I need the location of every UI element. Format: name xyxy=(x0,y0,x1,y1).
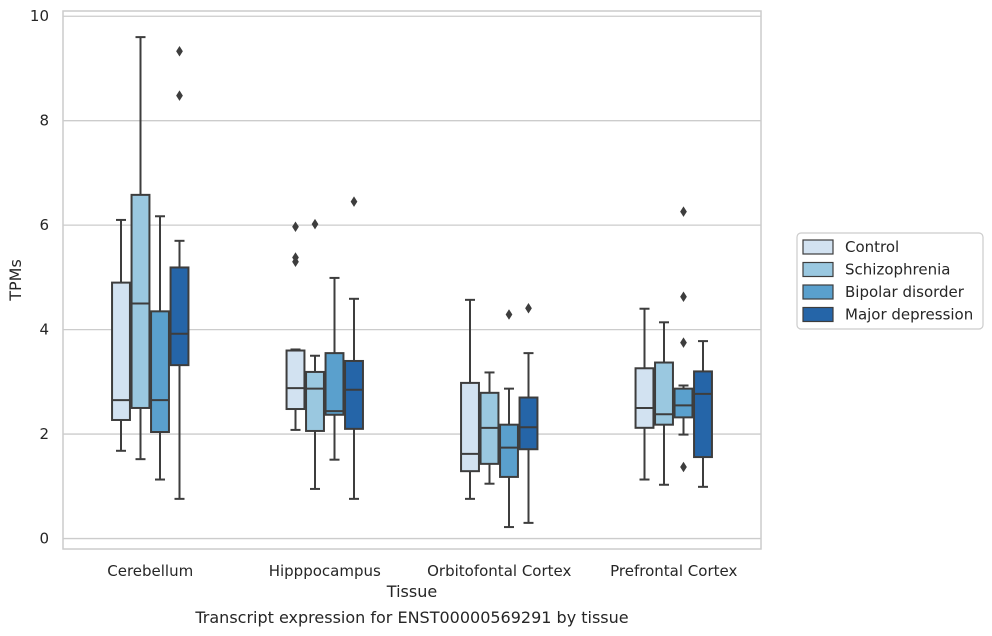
legend-label: Major depression xyxy=(845,306,973,324)
box xyxy=(654,321,674,486)
box-body xyxy=(285,349,306,411)
box-body xyxy=(654,361,674,426)
outlier-point xyxy=(292,252,299,263)
box xyxy=(693,340,713,488)
box-body xyxy=(111,281,131,421)
y-axis-label: TPMs xyxy=(6,259,25,302)
x-tick-label: Prefrontal Cortex xyxy=(610,562,737,580)
x-tick-label: Orbitofontal Cortex xyxy=(427,562,571,580)
legend-swatch xyxy=(802,306,834,323)
box xyxy=(479,371,500,485)
legend-swatch xyxy=(802,284,834,300)
box-body xyxy=(344,359,364,430)
legend-label: Bipolar disorder xyxy=(845,283,965,301)
plot-frame xyxy=(62,10,762,550)
box xyxy=(285,221,306,431)
y-axis-ticks: 0 2 4 6 8 10 xyxy=(30,7,49,547)
outlier-point xyxy=(680,291,687,302)
grid-lines xyxy=(63,15,761,540)
box-body xyxy=(518,396,539,451)
outlier-point xyxy=(176,45,183,57)
legend-swatch xyxy=(802,261,834,278)
outlier-point xyxy=(176,90,183,101)
box xyxy=(111,218,131,452)
box-body xyxy=(460,381,480,473)
box-series xyxy=(111,36,713,529)
box-body xyxy=(169,266,190,367)
legend-frame xyxy=(796,232,984,330)
box xyxy=(169,45,190,500)
outlier-point xyxy=(680,461,687,473)
legend-label: Control xyxy=(845,238,899,256)
box xyxy=(130,36,151,461)
box-body xyxy=(150,310,170,433)
legend-label: Schizophrenia xyxy=(845,261,950,279)
outlier-point xyxy=(292,221,299,232)
box-body xyxy=(324,352,345,416)
box xyxy=(150,215,170,481)
series-control xyxy=(111,218,655,500)
box xyxy=(324,276,345,461)
y-tick-label: 8 xyxy=(39,112,49,130)
box xyxy=(499,309,519,529)
x-tick-label: Hipppocampus xyxy=(269,562,381,580)
x-axis-label: Tissue xyxy=(386,582,437,601)
legend-swatch xyxy=(802,239,834,255)
y-tick-label: 6 xyxy=(39,216,49,234)
box-body xyxy=(693,370,713,459)
box xyxy=(460,298,480,500)
x-tick-label: Cerebellum xyxy=(107,562,193,580)
series-bipolar-disorder xyxy=(150,206,694,529)
y-tick-label: 2 xyxy=(39,425,49,443)
series-schizophrenia xyxy=(130,36,674,490)
x-axis-ticks: Cerebellum Hipppocampus Orbitofontal Corte… xyxy=(107,562,737,580)
box-body xyxy=(634,367,655,429)
y-tick-label: 10 xyxy=(30,7,49,25)
box-body xyxy=(673,387,694,419)
series-major-depression xyxy=(169,45,713,524)
outlier-point xyxy=(525,302,532,314)
chart-caption: Transcript expression for ENST0000056929… xyxy=(194,608,628,627)
box xyxy=(305,218,325,490)
y-tick-label: 4 xyxy=(39,321,49,339)
outlier-point xyxy=(505,309,513,320)
outlier-point xyxy=(680,206,687,217)
outlier-point xyxy=(680,337,687,348)
box-body xyxy=(305,370,325,432)
outlier-point xyxy=(350,196,358,207)
box-body xyxy=(499,423,519,478)
legend: Control Schizophrenia Bipolar disorder Majo… xyxy=(796,232,984,330)
box-body xyxy=(130,193,151,409)
y-tick-label: 0 xyxy=(39,530,49,548)
box xyxy=(634,307,655,481)
outlier-point xyxy=(311,218,319,230)
box xyxy=(518,302,539,524)
box xyxy=(673,206,694,473)
box xyxy=(344,196,364,500)
